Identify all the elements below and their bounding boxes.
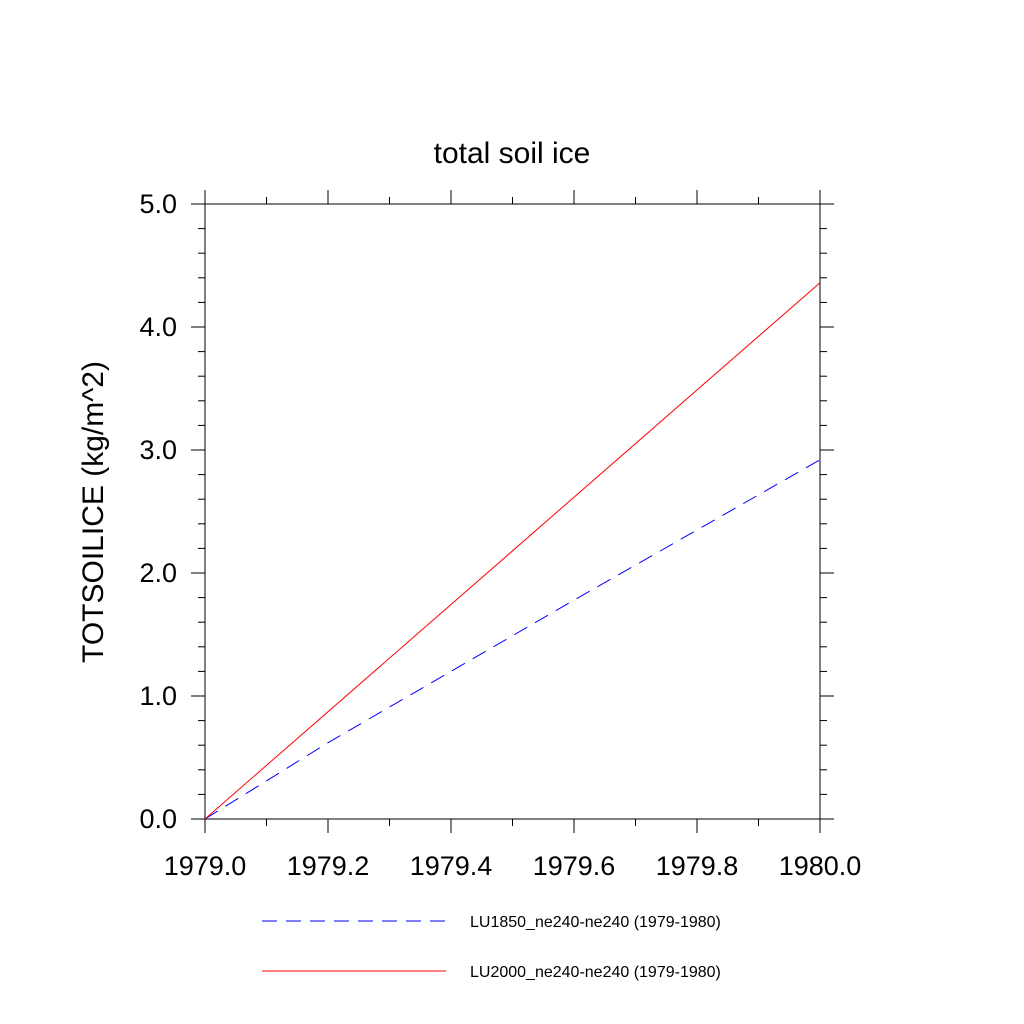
y-tick-label: 5.0 — [139, 189, 177, 219]
series-layer — [204, 282, 821, 820]
series-line-1 — [204, 459, 821, 820]
chart-title: total soil ice — [434, 137, 591, 170]
legend-label-2: LU2000_ne240-ne240 (1979-1980) — [470, 964, 721, 981]
y-tick-label: 4.0 — [139, 312, 177, 342]
plot-frame — [204, 203, 821, 820]
x-tick-label: 1979.8 — [656, 851, 739, 881]
x-tick-label: 1980.0 — [779, 851, 862, 881]
y-tick-label: 1.0 — [139, 681, 177, 711]
x-tick-label: 1979.0 — [164, 851, 247, 881]
y-axis-label: TOTSOILICE (kg/m^2) — [77, 361, 110, 663]
series-line-2 — [204, 282, 821, 820]
y-tick-label: 0.0 — [139, 804, 177, 834]
x-tick-label: 1979.2 — [287, 851, 370, 881]
x-tick-label: 1979.6 — [533, 851, 616, 881]
legend-label-1: LU1850_ne240-ne240 (1979-1980) — [470, 914, 721, 931]
y-tick-label: 3.0 — [139, 435, 177, 465]
axes: 1979.0 1979.2 1979.4 1979.6 1979.8 1980.0 0.0 1… — [139, 189, 861, 881]
y-tick-label: 2.0 — [139, 558, 177, 588]
legend: LU1850_ne240-ne240 (1979-1980) LU2000_ne2… — [262, 914, 721, 981]
x-tick-label: 1979.4 — [410, 851, 493, 881]
